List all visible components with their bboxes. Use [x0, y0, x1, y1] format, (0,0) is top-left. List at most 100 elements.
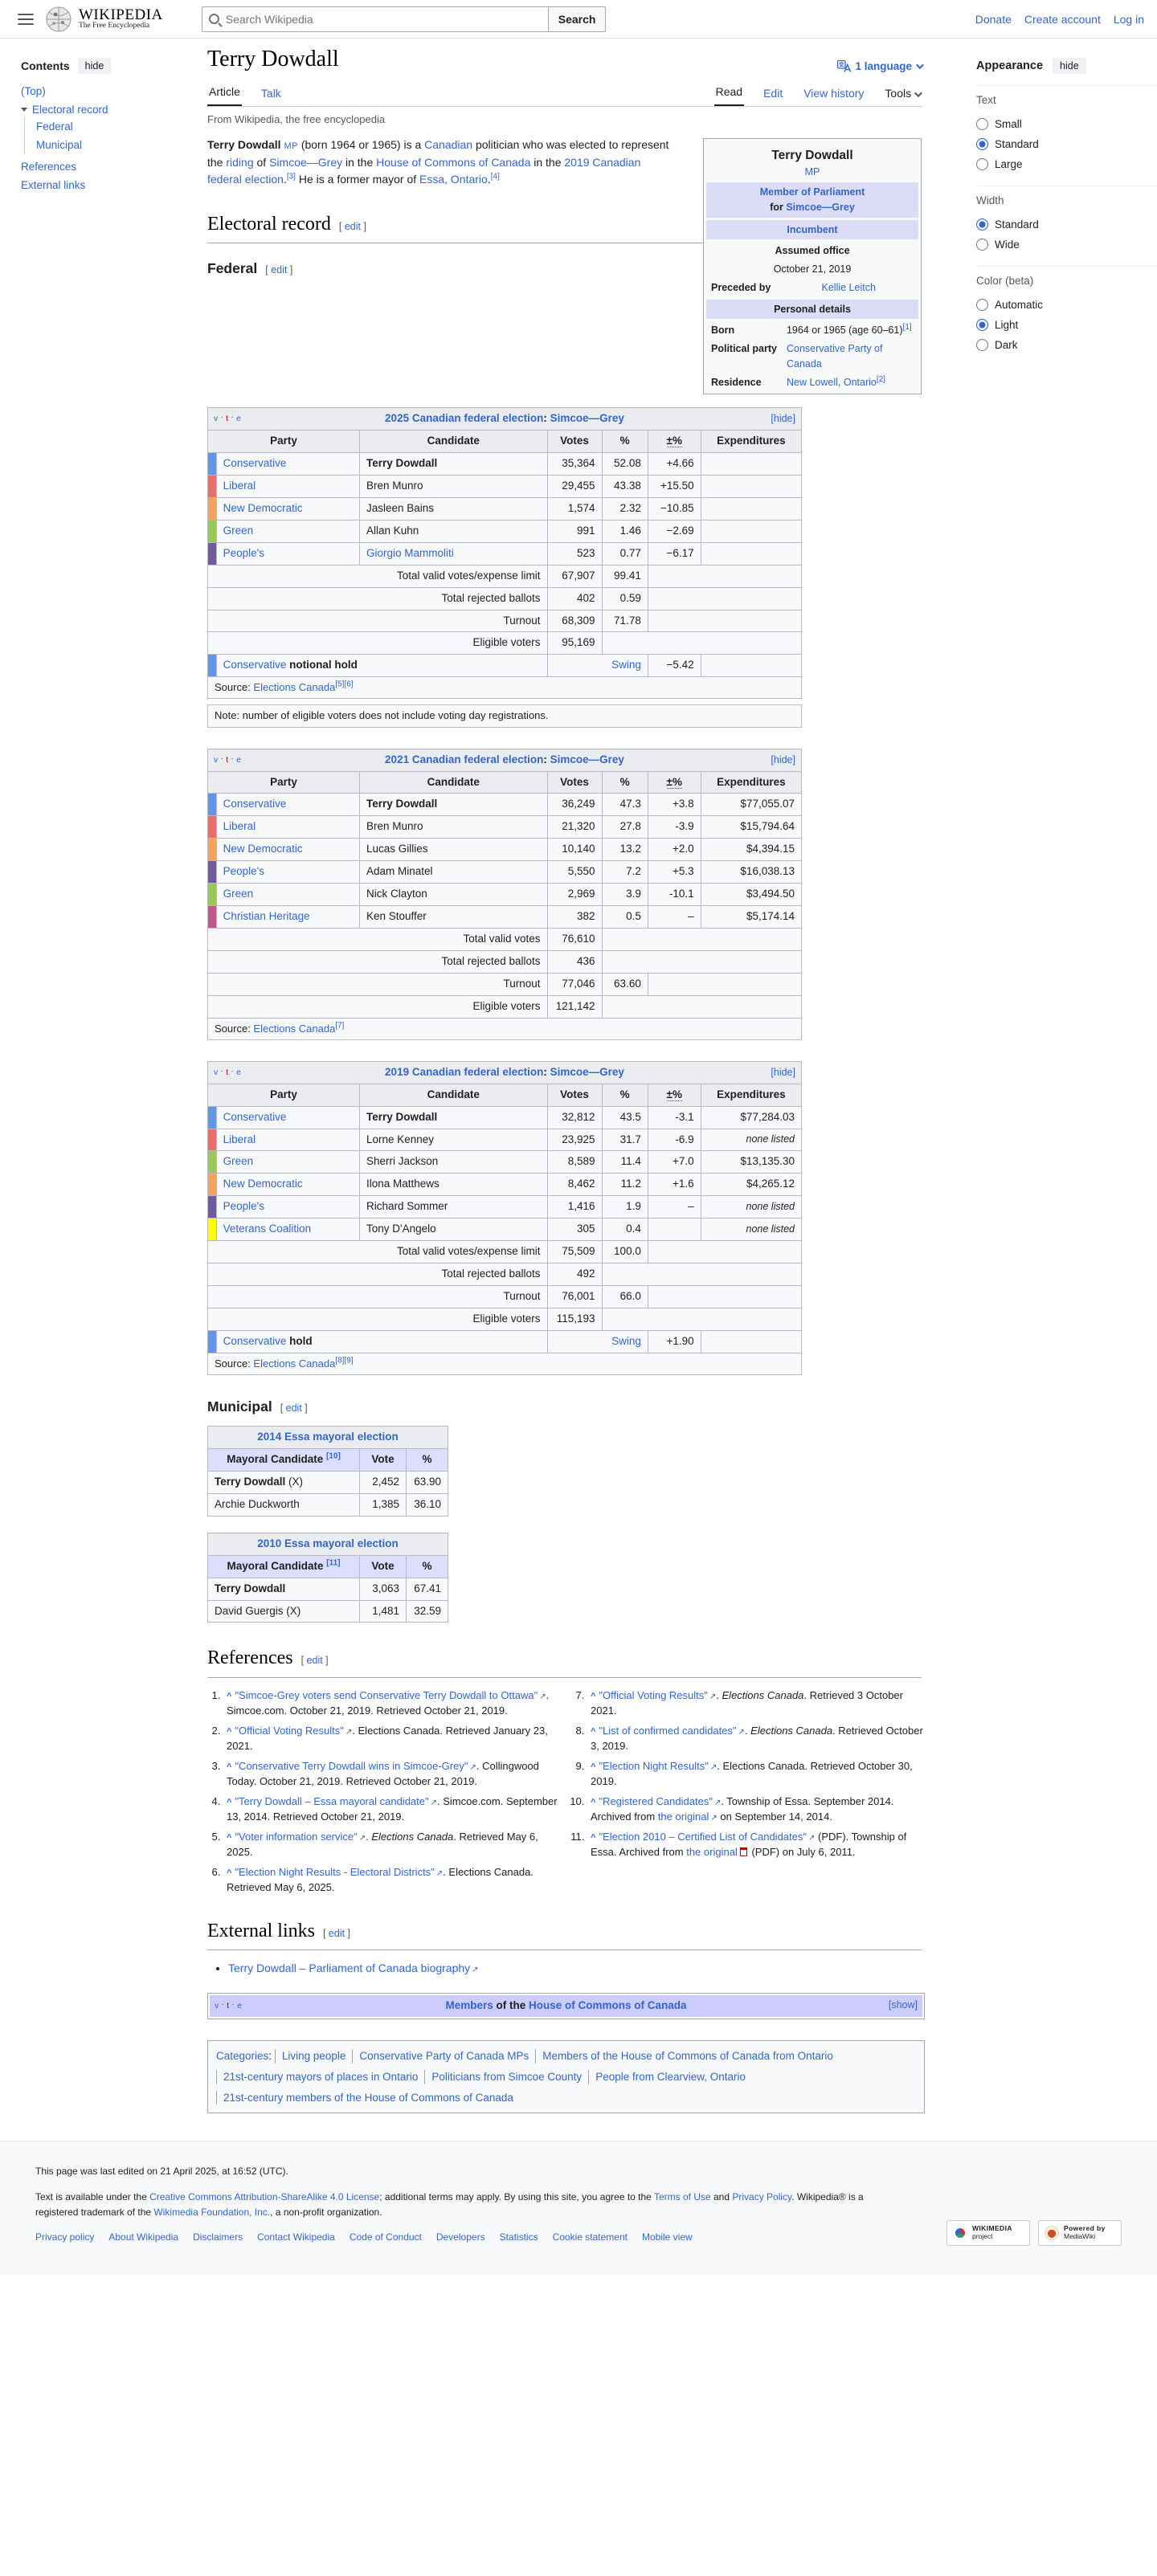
- inline-link[interactable]: the original: [686, 1846, 738, 1859]
- vte-talk-link[interactable]: t: [227, 2001, 230, 2011]
- inline-link[interactable]: Canadian: [424, 138, 473, 151]
- cite-backlink[interactable]: ^: [227, 1832, 232, 1843]
- swing-link[interactable]: Swing: [611, 659, 641, 672]
- ref-1[interactable]: [1]: [902, 323, 912, 333]
- footnote-ref[interactable]: [5][6]: [335, 680, 354, 689]
- radio-button[interactable]: [976, 239, 988, 251]
- inline-link[interactable]: Essa, Ontario: [419, 173, 488, 186]
- create-account-link[interactable]: Create account: [1024, 12, 1101, 26]
- cite-backlink[interactable]: ^: [591, 1832, 596, 1843]
- party-link[interactable]: People's: [223, 1200, 264, 1213]
- tab-view-history[interactable]: View history: [803, 87, 865, 100]
- vte-edit-link[interactable]: e: [237, 2001, 243, 2011]
- footnote-ref[interactable]: [7]: [335, 1021, 345, 1031]
- footnote-ref[interactable]: [4]: [490, 172, 500, 182]
- mayoral-election-link[interactable]: 2014 Essa mayoral election: [257, 1431, 399, 1443]
- radio-button[interactable]: [976, 218, 988, 231]
- residence-link[interactable]: New Lowell, Ontario: [786, 376, 877, 388]
- category-link[interactable]: Politicians from Simcoe County: [431, 2071, 583, 2084]
- inline-link[interactable]: MP: [284, 141, 298, 151]
- appearance-option-small[interactable]: Small: [976, 114, 1157, 134]
- vte-view-link[interactable]: v: [215, 2001, 219, 2011]
- vte-edit-link[interactable]: e: [236, 414, 242, 424]
- cite-backlink[interactable]: ^: [591, 1797, 596, 1807]
- radio-button[interactable]: [976, 339, 988, 351]
- radio-button[interactable]: [976, 158, 988, 170]
- navbox-show-button[interactable]: [show]: [888, 1999, 918, 2011]
- footnote-ref[interactable]: [10]: [325, 1451, 341, 1461]
- party-link[interactable]: Liberal: [223, 820, 256, 833]
- inline-link[interactable]: 2021 Canadian federal election: [385, 753, 544, 765]
- inline-link[interactable]: 2019 Canadian federal election: [385, 1065, 544, 1078]
- toc-item-municipal[interactable]: Municipal: [36, 139, 83, 151]
- inline-link[interactable]: "List of confirmed candidates": [599, 1724, 737, 1737]
- inline-link[interactable]: Elections Canada: [253, 1357, 336, 1370]
- footer-link[interactable]: Code of Conduct: [349, 2231, 422, 2243]
- vte-talk-link[interactable]: t: [226, 414, 229, 424]
- inline-link[interactable]: "Terry Dowdall – Essa mayoral candidate": [235, 1794, 429, 1807]
- inline-link[interactable]: Wikimedia Foundation, Inc.: [153, 2206, 271, 2218]
- inline-link[interactable]: Terry Dowdall – Parliament of Canada bio…: [228, 1961, 471, 1974]
- edit-link[interactable]: edit: [344, 221, 362, 233]
- ref-2[interactable]: [2]: [876, 374, 885, 384]
- search-button[interactable]: Search: [548, 6, 607, 32]
- infobox-mp-link[interactable]: MP: [804, 166, 820, 178]
- inline-link[interactable]: Elections Canada: [253, 681, 336, 694]
- appearance-option-light[interactable]: Light: [976, 315, 1157, 335]
- tab-article[interactable]: Article: [207, 80, 242, 106]
- cite-backlink[interactable]: ^: [227, 1868, 232, 1878]
- appearance-option-automatic[interactable]: Automatic: [976, 295, 1157, 315]
- footer-link[interactable]: About Wikipedia: [108, 2231, 179, 2243]
- appearance-option-standard[interactable]: Standard: [976, 134, 1157, 154]
- footer-link[interactable]: Mobile view: [641, 2231, 693, 2243]
- edit-link[interactable]: edit: [328, 1927, 345, 1939]
- footnote-ref[interactable]: [8][9]: [335, 1356, 354, 1366]
- party-link[interactable]: Green: [223, 888, 254, 900]
- party-link[interactable]: Conservative: [223, 1110, 287, 1123]
- appearance-hide-button[interactable]: hide: [1053, 58, 1086, 74]
- donate-link[interactable]: Donate: [975, 12, 1012, 26]
- inline-link[interactable]: Simcoe—Grey: [550, 753, 624, 765]
- badge-mediawiki[interactable]: Powered by MediaWiki: [1038, 2219, 1122, 2246]
- badge-wikimedia[interactable]: WIKIMEDIA project: [946, 2219, 1030, 2246]
- party-link[interactable]: Liberal: [223, 480, 256, 492]
- inline-link[interactable]: riding: [226, 155, 254, 169]
- category-link[interactable]: Conservative Party of Canada MPs: [359, 2050, 529, 2063]
- main-menu-icon[interactable]: [18, 13, 34, 25]
- footer-link[interactable]: Disclaimers: [193, 2231, 243, 2243]
- tab-talk[interactable]: Talk: [260, 87, 281, 100]
- category-link[interactable]: Living people: [281, 2050, 346, 2063]
- cite-backlink[interactable]: ^: [227, 1762, 232, 1772]
- footer-link[interactable]: Privacy policy: [35, 2231, 95, 2243]
- inline-link[interactable]: 2025 Canadian federal election: [385, 412, 544, 425]
- inline-link[interactable]: Elections Canada: [253, 1022, 336, 1035]
- footer-link[interactable]: Cookie statement: [552, 2231, 628, 2243]
- party-link[interactable]: New Democratic: [223, 501, 303, 514]
- appearance-option-dark[interactable]: Dark: [976, 335, 1157, 355]
- party-link[interactable]: Conservative Party of Canada: [786, 343, 883, 369]
- inline-link[interactable]: "Conservative Terry Dowdall wins in Simc…: [235, 1759, 468, 1772]
- party-link[interactable]: Conservative: [223, 659, 287, 672]
- party-link[interactable]: Green: [223, 524, 254, 537]
- vte-edit-link[interactable]: e: [236, 1067, 242, 1077]
- inline-link[interactable]: "Registered Candidates": [599, 1794, 713, 1807]
- radio-button[interactable]: [976, 138, 988, 150]
- inline-link[interactable]: "Election 2010 – Certified List of Candi…: [599, 1830, 807, 1843]
- inline-link[interactable]: Simcoe—Grey: [550, 1065, 624, 1078]
- footer-link[interactable]: Contact Wikipedia: [257, 2231, 335, 2243]
- inline-link[interactable]: Privacy Policy: [732, 2190, 792, 2202]
- inline-link[interactable]: Simcoe—Grey: [550, 412, 624, 425]
- collapse-arrow-icon[interactable]: [21, 108, 27, 112]
- language-selector[interactable]: 1 language: [837, 60, 924, 72]
- riding-link[interactable]: Simcoe—Grey: [786, 201, 855, 213]
- cite-backlink[interactable]: ^: [591, 1726, 596, 1737]
- category-link[interactable]: People from Clearview, Ontario: [595, 2071, 746, 2084]
- radio-button[interactable]: [976, 319, 988, 331]
- cite-backlink[interactable]: ^: [227, 1691, 232, 1701]
- category-link[interactable]: 21st-century mayors of places in Ontario: [223, 2071, 419, 2084]
- party-link[interactable]: Conservative: [223, 798, 287, 810]
- hide-toggle[interactable]: [hide]: [771, 1066, 795, 1078]
- vte-view-link[interactable]: v: [214, 1067, 219, 1077]
- party-link[interactable]: People's: [223, 865, 264, 878]
- toc-item-references[interactable]: References: [21, 161, 77, 173]
